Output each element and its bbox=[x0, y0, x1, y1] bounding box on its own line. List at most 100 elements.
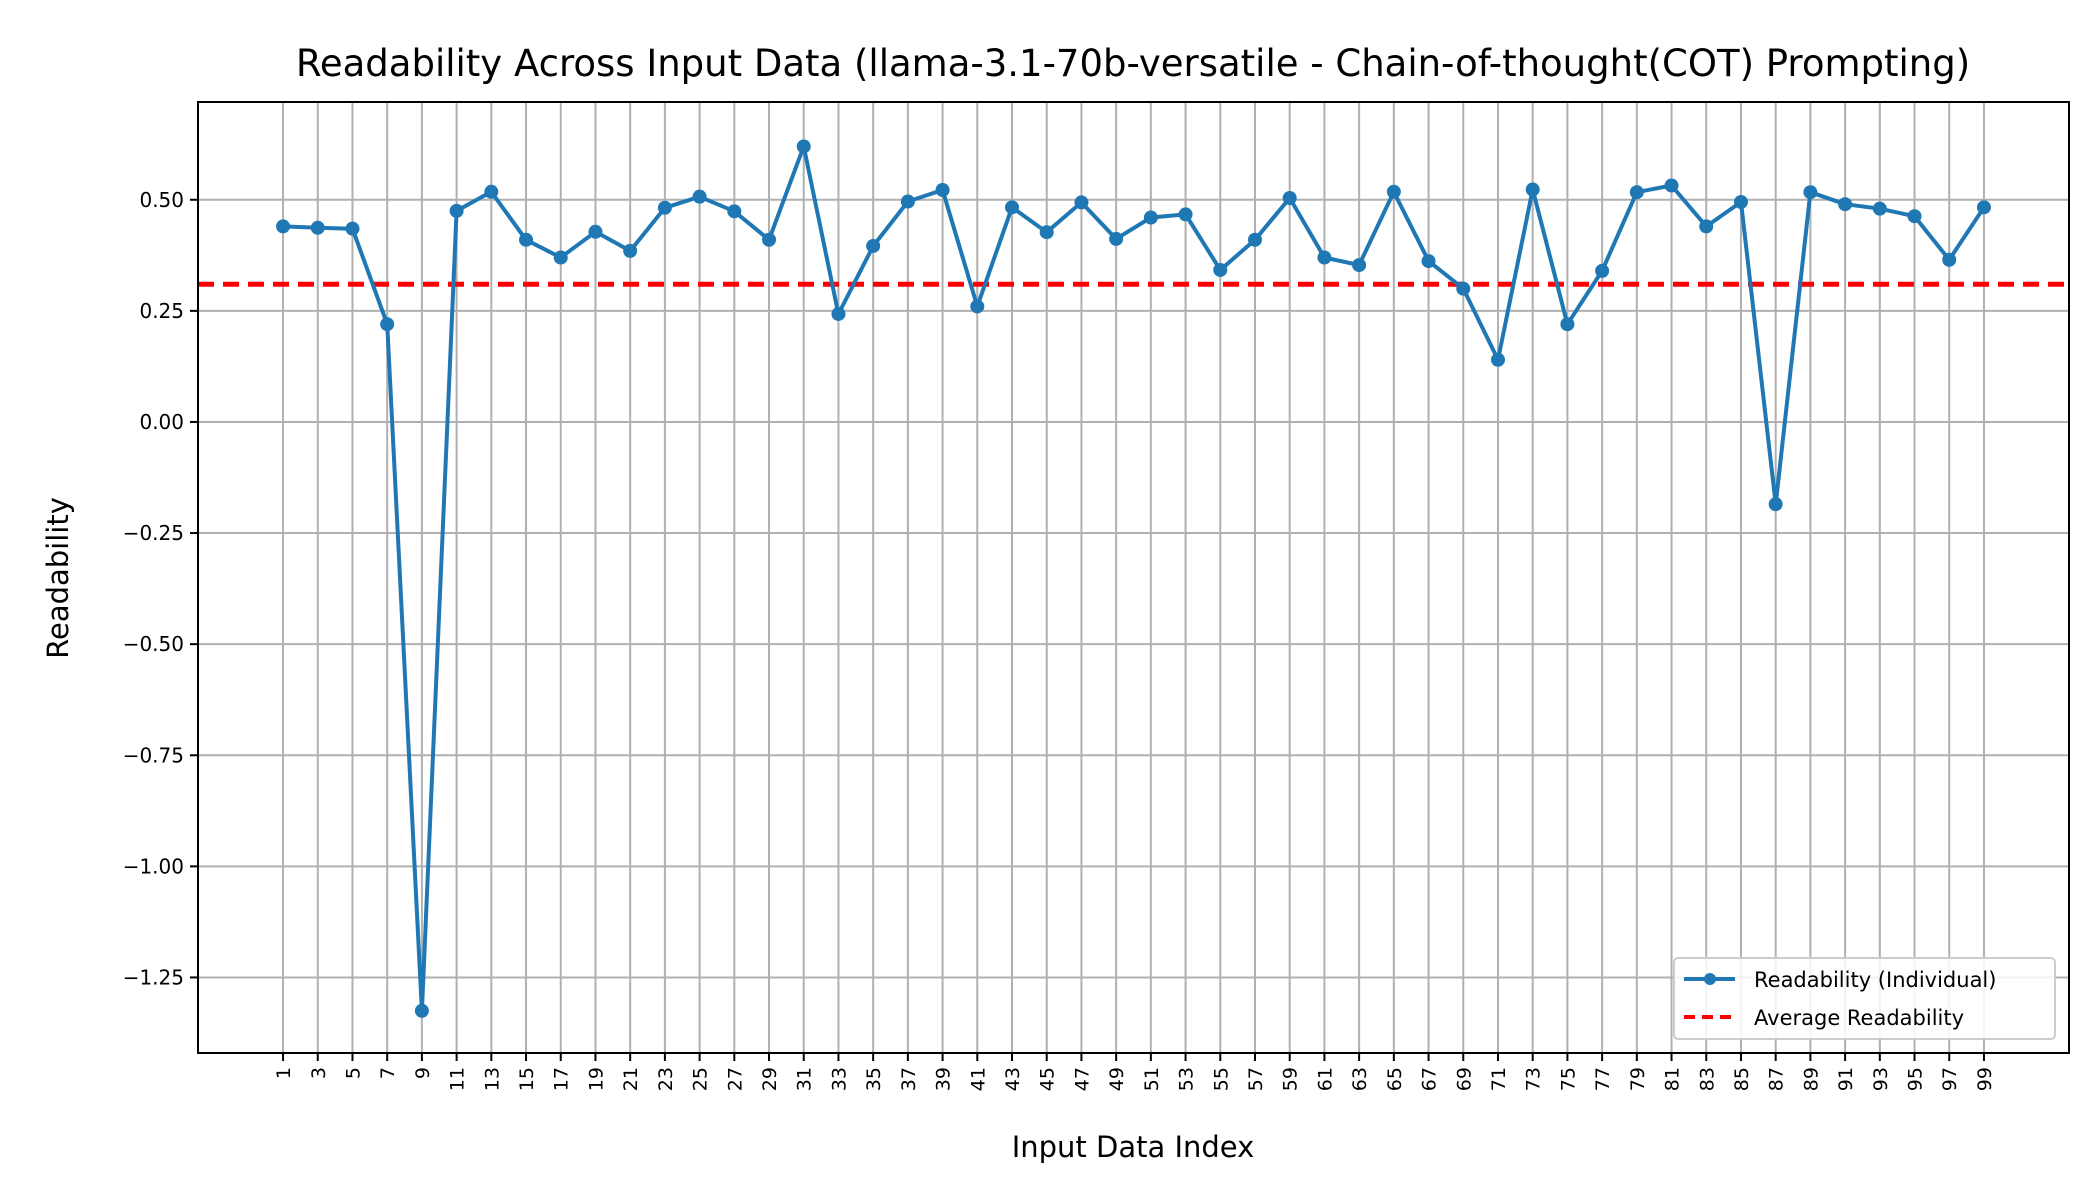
x-axis-label: Input Data Index bbox=[1012, 1130, 1255, 1164]
x-tick-label: 61 bbox=[1314, 1067, 1336, 1091]
x-tick-label: 69 bbox=[1453, 1067, 1475, 1091]
y-tick-label: 0.00 bbox=[139, 410, 184, 434]
plot-frame bbox=[197, 101, 2070, 1054]
x-tick-label: 11 bbox=[447, 1067, 469, 1091]
data-point bbox=[1282, 190, 1297, 205]
x-tick-label: 17 bbox=[551, 1067, 573, 1091]
x-tick-label: 87 bbox=[1766, 1067, 1788, 1091]
data-point bbox=[692, 189, 707, 204]
y-tick-label: −1.00 bbox=[123, 854, 184, 878]
legend-series-label: Readability (Individual) bbox=[1754, 968, 1996, 992]
x-tick-label: 5 bbox=[342, 1067, 364, 1079]
data-point bbox=[449, 203, 464, 218]
x-tick-label: 41 bbox=[967, 1067, 989, 1091]
data-point bbox=[1560, 317, 1575, 332]
series-layer bbox=[276, 139, 1991, 1018]
x-tick-label: 9 bbox=[412, 1067, 434, 1079]
y-tick-label: −0.50 bbox=[123, 632, 184, 656]
x-tick-label: 93 bbox=[1870, 1067, 1892, 1091]
data-point bbox=[1386, 184, 1401, 199]
data-point bbox=[1005, 200, 1020, 215]
data-point bbox=[935, 182, 950, 197]
data-point bbox=[1490, 352, 1505, 367]
y-axis: 0.50 0.25 0.00 −0.25 −0.50 −0.75 −1.00 −1.25 bbox=[123, 188, 198, 989]
x-tick-label: 31 bbox=[794, 1067, 816, 1091]
y-tick-label: 0.50 bbox=[139, 188, 184, 212]
data-point bbox=[1699, 219, 1714, 234]
data-point bbox=[1629, 185, 1644, 200]
data-point bbox=[310, 220, 325, 235]
data-point bbox=[1109, 231, 1124, 246]
x-tick-label: 95 bbox=[1905, 1067, 1927, 1091]
y-tick-label: −0.75 bbox=[123, 743, 184, 767]
data-point bbox=[623, 243, 638, 258]
data-point bbox=[1247, 232, 1262, 247]
data-point bbox=[345, 221, 360, 236]
data-point bbox=[276, 219, 291, 234]
x-tick-label: 25 bbox=[690, 1067, 712, 1091]
data-point bbox=[414, 1003, 429, 1018]
x-tick-label: 21 bbox=[620, 1067, 642, 1091]
data-point bbox=[553, 250, 568, 265]
data-point bbox=[519, 232, 534, 247]
x-tick-label: 75 bbox=[1557, 1067, 1579, 1091]
data-point bbox=[1421, 254, 1436, 269]
x-tick-label: 65 bbox=[1384, 1067, 1406, 1091]
x-tick-label: 79 bbox=[1627, 1067, 1649, 1091]
data-point bbox=[1733, 194, 1748, 209]
y-tick-label: 0.25 bbox=[139, 299, 184, 323]
readability-series-line bbox=[282, 144, 1986, 1013]
x-tick-label: 19 bbox=[585, 1067, 607, 1091]
y-axis-label: Readability bbox=[41, 497, 75, 659]
data-point bbox=[588, 224, 603, 239]
data-point bbox=[1178, 207, 1193, 222]
data-point bbox=[762, 232, 777, 247]
x-tick-label: 85 bbox=[1731, 1067, 1753, 1091]
data-point bbox=[1664, 178, 1679, 193]
x-tick-label: 49 bbox=[1106, 1067, 1128, 1091]
x-tick-label: 7 bbox=[377, 1067, 399, 1079]
x-tick-label: 27 bbox=[724, 1067, 746, 1091]
x-tick-label: 29 bbox=[759, 1067, 781, 1091]
x-tick-label: 35 bbox=[863, 1067, 885, 1091]
x-tick-label: 63 bbox=[1349, 1067, 1371, 1091]
legend-series-marker bbox=[1704, 973, 1716, 985]
x-tick-label: 53 bbox=[1176, 1067, 1198, 1091]
y-tick-label: −1.25 bbox=[123, 965, 184, 989]
x-tick-label: 33 bbox=[828, 1067, 850, 1091]
x-tick-label: 43 bbox=[1002, 1067, 1024, 1091]
data-point bbox=[1074, 195, 1089, 210]
data-point bbox=[380, 317, 395, 332]
data-point bbox=[1838, 197, 1853, 212]
x-tick-label: 15 bbox=[516, 1067, 538, 1091]
y-tick-label: −0.25 bbox=[123, 521, 184, 545]
data-point bbox=[484, 184, 499, 199]
data-point bbox=[1525, 182, 1540, 197]
data-point bbox=[866, 238, 881, 253]
x-tick-label: 37 bbox=[898, 1067, 920, 1091]
x-tick-label: 97 bbox=[1939, 1067, 1961, 1091]
data-point bbox=[1143, 210, 1158, 225]
x-tick-label: 45 bbox=[1037, 1067, 1059, 1091]
data-point bbox=[1803, 185, 1818, 200]
data-point bbox=[1976, 200, 1991, 215]
data-point bbox=[1317, 250, 1332, 265]
x-tick-label: 67 bbox=[1419, 1067, 1441, 1091]
x-tick-label: 83 bbox=[1696, 1067, 1718, 1091]
x-tick-label: 51 bbox=[1141, 1067, 1163, 1091]
x-tick-label: 23 bbox=[655, 1067, 677, 1091]
x-tick-label: 99 bbox=[1974, 1067, 1996, 1091]
data-point bbox=[900, 194, 915, 209]
x-tick-label: 1 bbox=[273, 1067, 295, 1079]
data-point bbox=[1942, 252, 1957, 267]
x-tick-label: 73 bbox=[1523, 1067, 1545, 1091]
x-tick-label: 13 bbox=[481, 1067, 503, 1091]
legend: Readability (Individual) Average Readabi… bbox=[1673, 957, 2056, 1040]
x-tick-label: 47 bbox=[1071, 1067, 1093, 1091]
x-tick-label: 3 bbox=[308, 1067, 330, 1079]
data-point bbox=[727, 204, 742, 219]
data-point bbox=[1456, 281, 1471, 296]
x-tick-label: 55 bbox=[1210, 1067, 1232, 1091]
